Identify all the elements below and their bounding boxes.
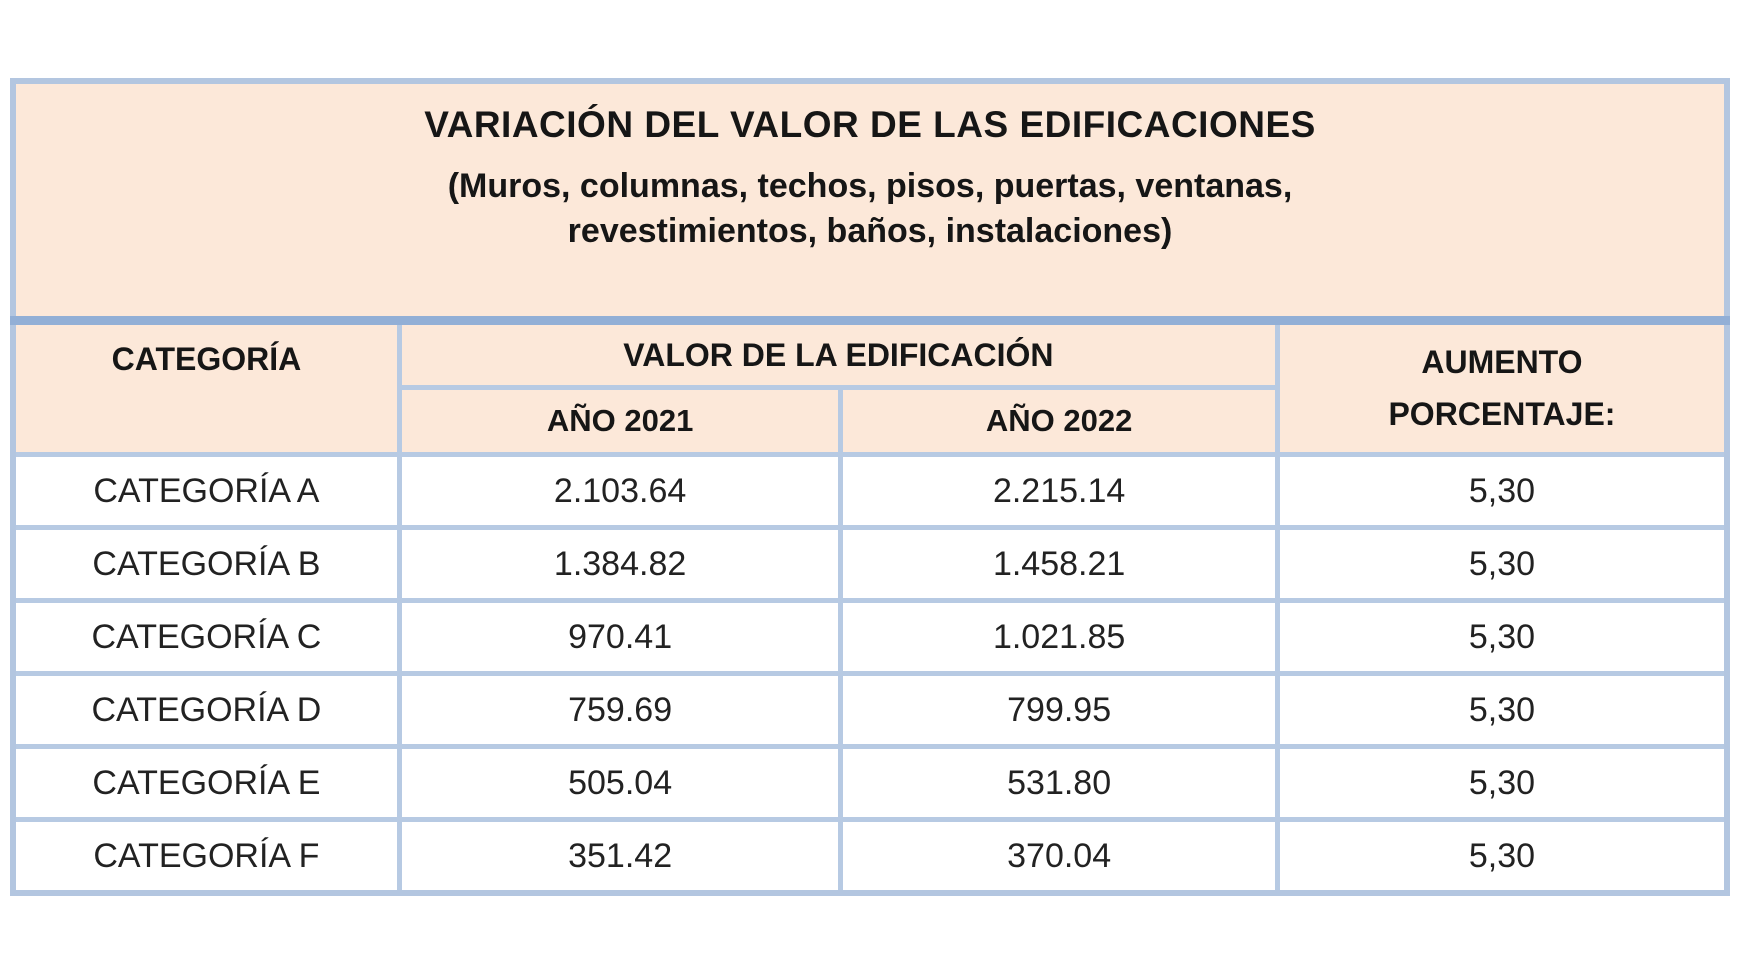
header-row-2: AÑO 2021 AÑO 2022 (13, 385, 1727, 457)
value-2021-cell: 351.42 (396, 817, 844, 896)
value-2021-cell: 759.69 (396, 671, 844, 749)
increase-cell: 5,30 (1274, 525, 1730, 603)
category-cell: CATEGORÍA E (10, 744, 402, 822)
increase-cell: 5,30 (1274, 744, 1730, 822)
table-row: CATEGORÍA E 505.04 531.80 5,30 (10, 744, 1730, 822)
category-cell: CATEGORÍA F (10, 817, 402, 896)
table-row: CATEGORÍA C 970.41 1.021.85 5,30 (10, 598, 1730, 676)
value-2022-cell: 1.458.21 (838, 525, 1280, 603)
increase-cell: 5,30 (1274, 671, 1730, 749)
header-categoria: CATEGORÍA (10, 318, 402, 457)
value-2022-cell: 370.04 (838, 817, 1280, 896)
header-aumento-line2: PORCENTAJE: (1388, 395, 1616, 432)
category-cell: CATEGORÍA B (10, 525, 402, 603)
category-cell: CATEGORÍA C (10, 598, 402, 676)
header-aumento-line1: AUMENTO (1421, 343, 1583, 380)
title-row: VARIACIÓN DEL VALOR DE LAS EDIFICACIONES… (10, 78, 1730, 325)
increase-cell: 5,30 (1274, 452, 1730, 530)
table-row: CATEGORÍA F 351.42 370.04 5,30 (10, 817, 1730, 896)
header-ano-2022: AÑO 2022 (838, 385, 1280, 457)
value-2021-cell: 1.384.82 (396, 525, 844, 603)
edificaciones-table: VARIACIÓN DEL VALOR DE LAS EDIFICACIONES… (10, 78, 1730, 896)
table-subtitle-line1: (Muros, columnas, techos, pisos, puertas… (447, 167, 1293, 205)
table-title: VARIACIÓN DEL VALOR DE LAS EDIFICACIONES (424, 104, 1316, 145)
table-subtitle-line2: revestimientos, baños, instalaciones) (567, 211, 1173, 250)
table-row: CATEGORÍA D 759.69 799.95 5,30 (10, 671, 1730, 749)
table-row: CATEGORÍA A 2.103.64 2.215.14 5,30 (10, 452, 1730, 530)
value-2022-cell: 1.021.85 (838, 598, 1280, 676)
value-2021-cell: 2.103.64 (396, 452, 844, 530)
value-2022-cell: 799.95 (838, 671, 1280, 749)
table-row: CATEGORÍA B 1.384.82 1.458.21 5,30 (10, 525, 1730, 603)
header-aumento-porcentaje: AUMENTO PORCENTAJE: (1274, 318, 1730, 457)
increase-cell: 5,30 (1274, 598, 1730, 676)
header-ano-2021: AÑO 2021 (396, 385, 844, 457)
title-block: VARIACIÓN DEL VALOR DE LAS EDIFICACIONES… (10, 78, 1730, 325)
value-2022-cell: 2.215.14 (838, 452, 1280, 530)
increase-cell: 5,30 (1274, 817, 1730, 896)
header-valor-edificacion: VALOR DE LA EDIFICACIÓN (396, 318, 1280, 390)
category-cell: CATEGORÍA D (10, 671, 402, 749)
value-2021-cell: 505.04 (396, 744, 844, 822)
header-row-1: CATEGORÍA VALOR DE LA EDIFICACIÓN AUMENT… (10, 318, 1730, 457)
category-cell: CATEGORÍA A (10, 452, 402, 530)
value-2022-cell: 531.80 (838, 744, 1280, 822)
value-2021-cell: 970.41 (396, 598, 844, 676)
table-subtitle: (Muros, columnas, techos, pisos, puertas… (16, 164, 1724, 254)
